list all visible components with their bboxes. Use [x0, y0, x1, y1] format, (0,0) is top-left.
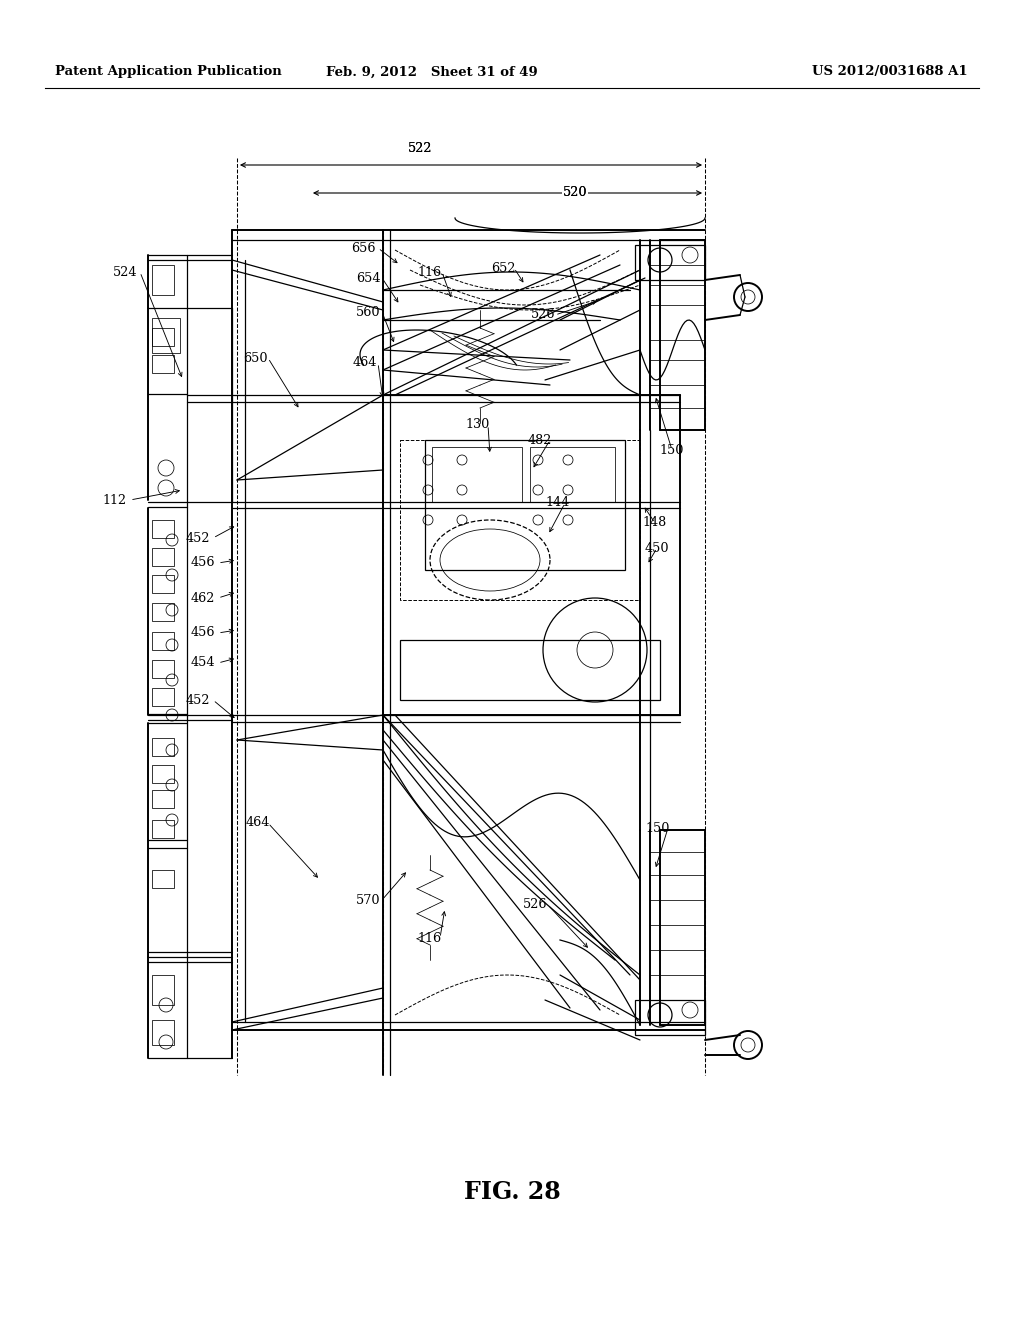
- Text: 522: 522: [408, 141, 432, 154]
- Text: 526: 526: [530, 309, 555, 322]
- Text: 116: 116: [418, 265, 442, 279]
- Bar: [152, 318, 180, 352]
- Text: 150: 150: [646, 821, 670, 834]
- Bar: [152, 688, 174, 706]
- Bar: [152, 820, 174, 838]
- Text: 456: 456: [190, 627, 215, 639]
- Text: 650: 650: [243, 351, 267, 364]
- Bar: [152, 660, 174, 678]
- Text: 148: 148: [643, 516, 667, 529]
- Bar: [635, 1001, 705, 1035]
- Bar: [530, 447, 615, 502]
- Bar: [152, 975, 174, 1005]
- Text: 570: 570: [355, 894, 380, 907]
- Text: 522: 522: [408, 141, 432, 154]
- Bar: [152, 327, 174, 346]
- Text: 454: 454: [190, 656, 215, 669]
- Text: 144: 144: [546, 496, 570, 510]
- Text: 116: 116: [418, 932, 442, 945]
- Text: FIG. 28: FIG. 28: [464, 1180, 560, 1204]
- Bar: [152, 355, 174, 374]
- Bar: [152, 789, 174, 808]
- Bar: [152, 766, 174, 783]
- Bar: [152, 576, 174, 593]
- Bar: [152, 632, 174, 649]
- Bar: [152, 870, 174, 888]
- Text: 524: 524: [113, 265, 137, 279]
- Text: 452: 452: [185, 532, 210, 544]
- Text: 450: 450: [645, 541, 670, 554]
- Bar: [152, 603, 174, 620]
- Text: 482: 482: [527, 433, 552, 446]
- Bar: [400, 640, 660, 700]
- Bar: [635, 246, 705, 280]
- Text: 462: 462: [190, 591, 215, 605]
- Text: 520: 520: [563, 186, 587, 199]
- Text: 520: 520: [563, 186, 587, 199]
- Text: 112: 112: [103, 494, 127, 507]
- Text: Feb. 9, 2012   Sheet 31 of 49: Feb. 9, 2012 Sheet 31 of 49: [326, 66, 538, 78]
- Bar: [432, 447, 522, 502]
- Text: 652: 652: [490, 261, 515, 275]
- Text: 150: 150: [659, 444, 684, 457]
- Text: 656: 656: [351, 242, 375, 255]
- Text: 456: 456: [190, 557, 215, 569]
- Text: 464: 464: [246, 817, 270, 829]
- Text: 464: 464: [353, 356, 377, 370]
- Bar: [152, 548, 174, 566]
- Text: 560: 560: [355, 305, 380, 318]
- Text: Patent Application Publication: Patent Application Publication: [55, 66, 282, 78]
- Bar: [152, 738, 174, 756]
- Text: 130: 130: [466, 418, 490, 432]
- Bar: [152, 265, 174, 294]
- Bar: [425, 440, 625, 570]
- Text: 654: 654: [355, 272, 380, 285]
- Text: US 2012/0031688 A1: US 2012/0031688 A1: [812, 66, 968, 78]
- Bar: [152, 520, 174, 539]
- Text: 452: 452: [185, 693, 210, 706]
- Bar: [152, 1020, 174, 1045]
- Text: 526: 526: [522, 899, 547, 912]
